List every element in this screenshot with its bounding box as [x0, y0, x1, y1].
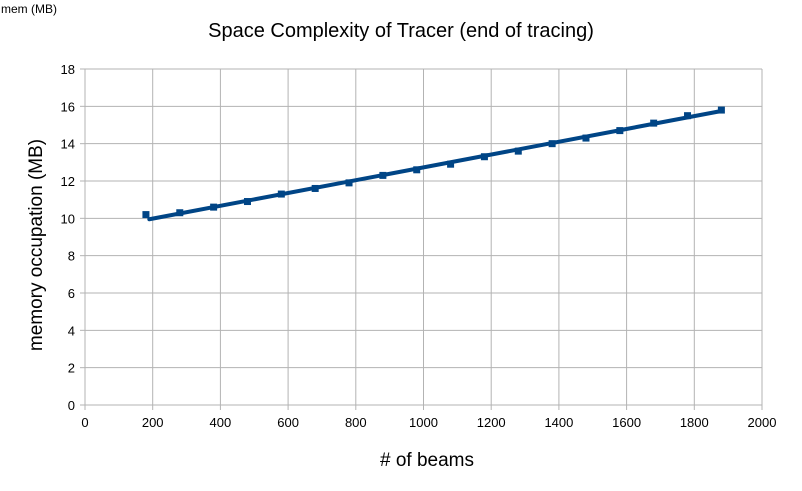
x-tick-label: 1400 — [544, 415, 573, 430]
data-point — [176, 209, 184, 217]
corner-unit-label: mem (MB) — [1, 2, 57, 16]
data-point — [311, 184, 319, 192]
x-tick-label: 600 — [277, 415, 299, 430]
y-tick-label: 16 — [61, 99, 75, 114]
data-point — [345, 179, 353, 187]
data-point — [616, 127, 624, 135]
x-tick-label: 1800 — [680, 415, 709, 430]
y-axis-title: memory occupation (MB) — [26, 139, 47, 351]
data-point — [514, 147, 522, 155]
data-point — [379, 171, 387, 179]
data-point — [447, 160, 455, 168]
y-tick-label: 6 — [68, 286, 75, 301]
data-point — [650, 119, 658, 127]
y-tick-label: 2 — [68, 361, 75, 376]
y-tick-label: 18 — [61, 62, 75, 77]
data-point — [548, 140, 556, 148]
x-tick-label: 0 — [81, 415, 88, 430]
x-tick-label: 1600 — [612, 415, 641, 430]
data-point — [243, 198, 251, 206]
data-point — [480, 153, 488, 161]
data-point — [717, 106, 725, 114]
data-point — [210, 203, 218, 211]
x-tick-label: 1200 — [477, 415, 506, 430]
x-tick-label: 200 — [142, 415, 164, 430]
x-tick-label: 2000 — [748, 415, 777, 430]
y-tick-label: 0 — [68, 398, 75, 413]
trend-line — [147, 109, 724, 222]
data-point — [582, 134, 590, 142]
data-point — [277, 190, 285, 198]
x-tick-label: 800 — [345, 415, 367, 430]
x-tick-label: 1000 — [409, 415, 438, 430]
data-point — [413, 166, 421, 174]
y-tick-label: 8 — [68, 249, 75, 264]
y-tick-label: 14 — [61, 137, 75, 152]
y-tick-label: 12 — [61, 174, 75, 189]
chart-title: Space Complexity of Tracer (end of traci… — [208, 20, 594, 42]
data-point — [684, 112, 692, 120]
x-axis-title: # of beams — [380, 450, 474, 471]
y-tick-label: 4 — [68, 323, 75, 338]
data-point — [142, 211, 150, 219]
y-tick-label: 10 — [61, 211, 75, 226]
x-tick-label: 400 — [210, 415, 232, 430]
